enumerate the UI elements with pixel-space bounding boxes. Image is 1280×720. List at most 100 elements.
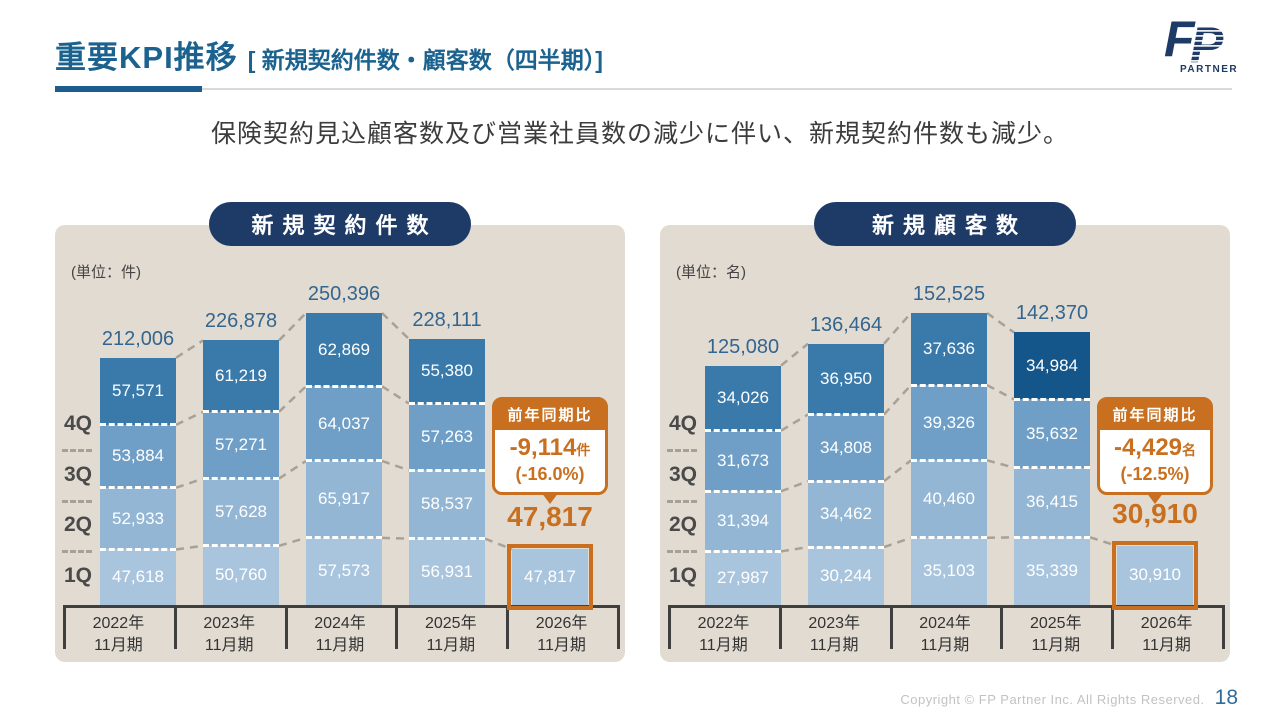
x-axis-tick bbox=[889, 605, 893, 649]
segment-separator bbox=[705, 549, 781, 553]
plot-area: 27,987 31,394 31,673 34,026 125,080 30,244 34,… bbox=[660, 225, 1230, 662]
logo-letter-p: P bbox=[1190, 17, 1224, 73]
chart-title-badge: 新規顧客数 bbox=[814, 202, 1076, 246]
bar-segment-2Q: 36,415 bbox=[1014, 467, 1090, 538]
segment-value: 31,673 bbox=[717, 450, 769, 470]
segment-value: 34,984 bbox=[1026, 355, 1078, 375]
page-title: 重要KPI推移 [ 新規契約件数・顧客数（四半期）] bbox=[55, 32, 603, 77]
logo-wordmark: PARTNER bbox=[1180, 64, 1238, 75]
segment-value: 34,026 bbox=[717, 388, 769, 408]
segment-separator bbox=[409, 537, 485, 541]
x-axis-tick bbox=[778, 605, 782, 649]
total-label: 136,464 bbox=[809, 313, 883, 336]
bar-segment-4Q: 37,636 bbox=[911, 313, 987, 386]
lead-text: 保険契約見込顧客数及び営業社員数の減少に伴い、新規契約件数も減少。 bbox=[210, 120, 1069, 148]
year-label: 2023年 11月期 bbox=[203, 615, 255, 654]
footer: Copyright © FP Partner Inc. All Rights R… bbox=[900, 686, 1238, 710]
segment-separator bbox=[808, 479, 884, 483]
segment-separator bbox=[1014, 535, 1090, 539]
year-label: 2022年 11月期 bbox=[92, 615, 145, 654]
bar-segment-3Q: 31,673 bbox=[705, 430, 781, 492]
segment-separator bbox=[808, 545, 884, 549]
segment-separator bbox=[306, 384, 382, 388]
bar-segment-4Q: 34,026 bbox=[705, 365, 781, 431]
bar-segment-2Q: 31,394 bbox=[705, 491, 781, 552]
year-label: 2026年 11月期 bbox=[535, 615, 588, 654]
callout-percent: (-12.5%) bbox=[1120, 464, 1190, 484]
total-label: 152,525 bbox=[912, 283, 986, 305]
page-number: 18 bbox=[1214, 686, 1238, 709]
total-label: 226,878 bbox=[204, 310, 278, 333]
bar-segment-3Q: 35,632 bbox=[1014, 399, 1090, 468]
logo-letter-f: F bbox=[1164, 12, 1196, 67]
segment-value: 35,103 bbox=[923, 561, 975, 581]
segment-separator bbox=[306, 536, 382, 540]
segment-separator bbox=[203, 410, 279, 414]
segment-value: 62,869 bbox=[318, 339, 370, 359]
callout-body: -9,114件 (-16.0%) bbox=[495, 430, 605, 492]
bar-segment-3Q: 64,037 bbox=[306, 386, 382, 461]
segment-value: 47,618 bbox=[112, 567, 164, 587]
segment-value: 50,760 bbox=[215, 565, 267, 585]
x-axis-tick bbox=[668, 605, 671, 649]
bar-segment-4Q: 61,219 bbox=[203, 340, 279, 412]
segment-separator bbox=[203, 544, 279, 548]
year-label: 2025年 11月期 bbox=[1029, 615, 1082, 654]
bar-segment-4Q: 57,571 bbox=[100, 357, 176, 425]
copyright-text: Copyright © FP Partner Inc. All Rights R… bbox=[900, 692, 1205, 707]
total-label: 142,370 bbox=[1015, 302, 1089, 325]
segment-value: 64,037 bbox=[318, 413, 370, 433]
total-label: 212,006 bbox=[101, 327, 175, 350]
quarter-tick bbox=[62, 499, 92, 503]
segment-value: 34,462 bbox=[820, 504, 872, 524]
chart-panel-new-contracts: 新規契約件数 (単位：件) 47,618 52,933 53,884 57,571 21… bbox=[55, 202, 625, 662]
quarter-label-3q: 3Q bbox=[668, 462, 697, 486]
callout-percent: (-16.0%) bbox=[515, 464, 585, 484]
callout-value: -9,114件 bbox=[495, 433, 605, 463]
segment-value: 27,987 bbox=[717, 568, 769, 588]
bar-segment-3Q: 57,263 bbox=[409, 403, 485, 471]
quarter-label-4q: 4Q bbox=[668, 412, 697, 435]
unit-label: (単位：件) bbox=[71, 264, 141, 281]
segment-value: 35,339 bbox=[1026, 561, 1078, 581]
yoy-callout: 前年同期比 -4,429名 (-12.5%) bbox=[1097, 397, 1213, 504]
segment-separator bbox=[1014, 466, 1090, 470]
bar-segment-2Q: 52,933 bbox=[100, 487, 176, 550]
quarter-label-3q: 3Q bbox=[63, 462, 92, 486]
year-label: 2023年 11月期 bbox=[808, 615, 860, 654]
total-label: 250,396 bbox=[307, 283, 381, 305]
segment-separator bbox=[705, 489, 781, 493]
year-label: 2024年 11月期 bbox=[314, 615, 366, 654]
segment-separator bbox=[100, 547, 176, 551]
callout-value-number: -4,429 bbox=[1113, 434, 1183, 461]
bar-segment-4Q: 55,380 bbox=[409, 338, 485, 404]
segment-value: 53,884 bbox=[112, 446, 164, 466]
bar-segment-3Q: 53,884 bbox=[100, 424, 176, 488]
segment-value: 39,326 bbox=[923, 412, 975, 432]
plot-area: 47,618 52,933 53,884 57,571 212,006 50,760 57,… bbox=[55, 225, 625, 662]
segment-value: 40,460 bbox=[923, 489, 975, 509]
title-underline-accent bbox=[55, 86, 202, 92]
callout-value-unit: 件 bbox=[576, 442, 591, 458]
segment-value: 61,219 bbox=[215, 366, 267, 386]
x-axis-tick bbox=[617, 605, 620, 649]
callout-value-number: -9,114 bbox=[509, 434, 577, 461]
segment-value: 30,910 bbox=[1129, 565, 1181, 585]
bar-segment-2Q: 40,460 bbox=[911, 460, 987, 538]
page-title-main: 重要KPI推移 bbox=[55, 40, 238, 75]
x-axis-tick bbox=[63, 605, 66, 649]
bar-segment-1Q: 35,339 bbox=[1014, 537, 1090, 605]
segment-value: 35,632 bbox=[1026, 423, 1078, 443]
quarter-tick bbox=[667, 448, 697, 452]
bar-segment-2Q: 34,462 bbox=[808, 481, 884, 548]
x-axis-tick bbox=[1000, 605, 1004, 649]
segment-value: 34,808 bbox=[820, 437, 872, 457]
segment-separator bbox=[203, 477, 279, 481]
callout-value-unit: 名 bbox=[1182, 442, 1197, 458]
x-axis-line bbox=[63, 605, 617, 608]
segment-separator bbox=[911, 458, 987, 462]
segment-separator bbox=[705, 429, 781, 433]
page-title-sub: [ 新規契約件数・顧客数（四半期）] bbox=[247, 47, 603, 73]
x-axis-tick bbox=[173, 605, 177, 649]
